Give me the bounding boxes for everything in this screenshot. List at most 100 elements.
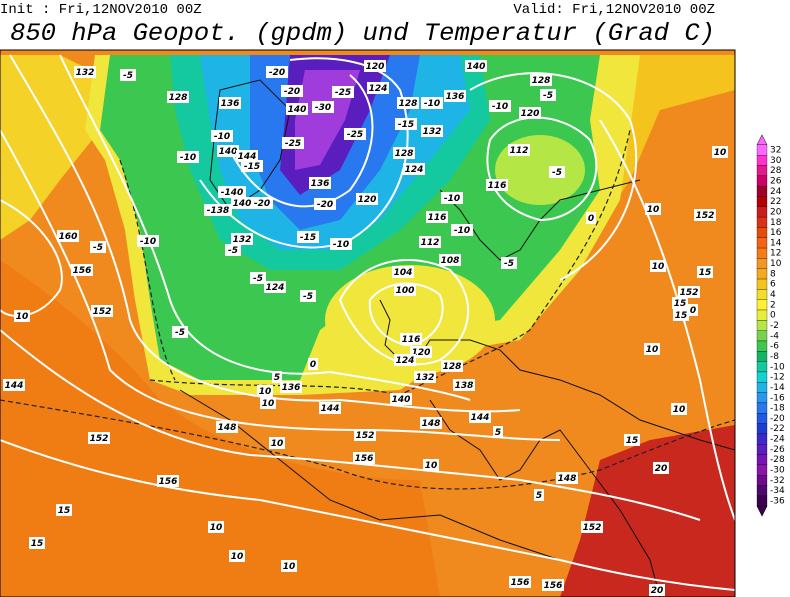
contour-label: -5 xyxy=(303,292,313,302)
label-box xyxy=(208,521,224,533)
contour-label: 0 xyxy=(588,214,594,224)
label-box xyxy=(204,204,232,216)
map-frame xyxy=(0,49,736,597)
temp-contour xyxy=(0,399,735,490)
contour-label: 10 xyxy=(714,148,727,158)
contour-label: 148 xyxy=(422,419,441,429)
contour-label: -10 xyxy=(424,99,440,109)
contour-label: -30 xyxy=(315,103,331,113)
label-box xyxy=(671,403,687,415)
label-box xyxy=(71,264,93,276)
colorbar-swatch xyxy=(756,247,768,259)
map-title: 850 hPa Geopot. (gpdm) und Temperatur (G… xyxy=(10,19,715,48)
label-box xyxy=(403,163,425,175)
label-box xyxy=(421,125,443,137)
contour-label: -138 xyxy=(207,206,230,216)
contour-label: -25 xyxy=(285,139,301,149)
label-box xyxy=(421,97,443,109)
contour-label: -140 xyxy=(221,188,244,198)
label-box xyxy=(56,504,72,516)
colorbar-label: 20 xyxy=(770,207,782,217)
label-box xyxy=(465,60,487,72)
colorbar-label: 10 xyxy=(770,259,782,269)
contour-label: 144 xyxy=(321,404,340,414)
colorbar-label: -24 xyxy=(770,435,785,445)
colorbar-label: 6 xyxy=(770,280,776,290)
contour-label: 128 xyxy=(395,149,414,159)
colorbar-swatch xyxy=(756,423,768,435)
label-box xyxy=(231,233,253,245)
label-box xyxy=(312,101,334,113)
label-box xyxy=(225,244,241,256)
contour-label: 152 xyxy=(583,523,602,533)
colorbar-swatch xyxy=(756,175,768,187)
label-box xyxy=(344,128,366,140)
contour-label: 10 xyxy=(262,399,275,409)
contour-label: 116 xyxy=(402,335,421,345)
coastline xyxy=(179,389,561,561)
contour-label: 152 xyxy=(93,307,112,317)
contour-label: 15 xyxy=(674,299,687,309)
isohypse xyxy=(9,54,521,413)
label-box xyxy=(364,60,386,72)
isohypse xyxy=(368,282,444,347)
colorbar-label: -28 xyxy=(770,455,785,465)
contour-label: 120 xyxy=(366,62,385,72)
colorbar-label: 22 xyxy=(770,197,781,207)
contour-label: 152 xyxy=(680,288,699,298)
contour-label: 10 xyxy=(259,387,272,397)
label-box xyxy=(624,434,640,446)
colorbar-label: 2 xyxy=(770,300,776,310)
label-box xyxy=(14,310,30,322)
colorbar-label: 8 xyxy=(770,269,776,279)
contour-label: -5 xyxy=(228,246,238,256)
colorbar-label: -18 xyxy=(770,404,785,414)
contour-label: 5 xyxy=(536,491,542,501)
contour-label: 124 xyxy=(405,165,424,175)
label-box xyxy=(694,209,716,221)
colorbar-label: -14 xyxy=(770,383,785,393)
valid-time: Valid: Fri,12NOV2010 00Z xyxy=(513,2,715,18)
label-box xyxy=(216,421,238,433)
contour-label: -10 xyxy=(454,226,470,236)
contour-label: 124 xyxy=(369,84,388,94)
isohypse xyxy=(0,439,735,591)
coastline xyxy=(379,299,735,451)
colorbar-swatch xyxy=(756,155,768,166)
label-box xyxy=(519,107,541,119)
contour-label: -25 xyxy=(335,88,351,98)
colorbar-swatch xyxy=(756,268,768,280)
colorbar-swatch xyxy=(756,258,768,269)
temp-contour xyxy=(149,129,631,396)
label-box xyxy=(649,584,665,596)
contour-label: -20 xyxy=(317,200,333,210)
label-box xyxy=(74,66,96,78)
label-box xyxy=(354,429,376,441)
contour-label: 120 xyxy=(358,195,377,205)
label-box xyxy=(653,462,669,474)
temp-field xyxy=(0,260,440,597)
contour-label: 136 xyxy=(282,383,301,393)
contour-label: 10 xyxy=(425,461,438,471)
contour-label: -5 xyxy=(123,71,133,81)
contour-label: -5 xyxy=(552,168,562,178)
label-box xyxy=(509,576,531,588)
contour-label: 132 xyxy=(416,373,435,383)
contour-label: 5 xyxy=(274,373,280,383)
label-box xyxy=(390,393,412,405)
colorbar-label: -30 xyxy=(770,466,785,476)
colorbar-swatch xyxy=(756,433,768,445)
colorbar-swatch xyxy=(756,237,768,249)
label-box xyxy=(534,489,544,501)
colorbar-label: 28 xyxy=(770,166,782,176)
contour-label: 15 xyxy=(58,506,71,516)
label-box xyxy=(419,236,441,248)
colorbar-label: -34 xyxy=(770,486,785,496)
label-box xyxy=(581,521,603,533)
contour-label: 10 xyxy=(652,262,665,272)
colorbar-swatch xyxy=(756,485,768,496)
colorbar-label: 14 xyxy=(770,238,782,248)
contour-label: 116 xyxy=(428,213,447,223)
label-box xyxy=(272,371,282,383)
